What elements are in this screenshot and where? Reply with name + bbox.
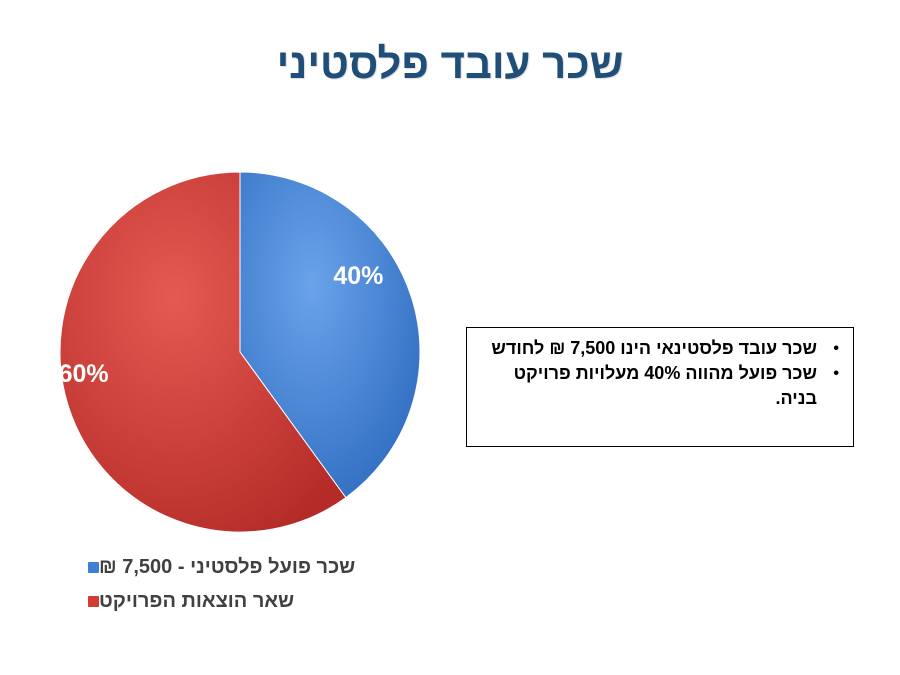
legend-swatch-red — [88, 595, 99, 607]
page-title: שכר עובד פלסטיני — [276, 40, 624, 87]
legend-item-series-2: שאר הוצאות הפרויקט — [82, 584, 422, 618]
legend-item-series-1: שכר פועל פלסטיני - 7,500 ₪ — [82, 550, 422, 584]
bullet-item: • שכר עובד פלסטינאי הינו 7,500 ₪ לחודש — [479, 336, 839, 361]
info-textbox: • שכר עובד פלסטינאי הינו 7,500 ₪ לחודש •… — [466, 327, 854, 447]
bullet-icon: • — [833, 365, 839, 382]
pie-slice-2 — [59, 171, 347, 533]
legend-label: שאר הוצאות הפרויקט — [99, 589, 295, 612]
slice-value-label: 60% — [59, 360, 109, 388]
legend-swatch-blue — [88, 561, 99, 573]
chart-legend: שכר פועל פלסטיני - 7,500 ₪ שאר הוצאות הפ… — [82, 550, 422, 618]
bullet-text: שכר פועל מהווה 40% מעלויות פרויקט בניה. — [513, 363, 817, 408]
legend-label: שכר פועל פלסטיני - 7,500 ₪ — [99, 555, 356, 578]
bullet-icon: • — [833, 340, 839, 357]
slice-value-label: 40% — [333, 262, 383, 290]
bullet-list: • שכר עובד פלסטינאי הינו 7,500 ₪ לחודש •… — [479, 336, 841, 411]
pie-slice-1 — [239, 171, 421, 499]
bullet-item: • שכר פועל מהווה 40% מעלויות פרויקט בניה… — [479, 361, 839, 411]
bullet-text: שכר עובד פלסטינאי הינו 7,500 ₪ לחודש — [491, 338, 817, 358]
